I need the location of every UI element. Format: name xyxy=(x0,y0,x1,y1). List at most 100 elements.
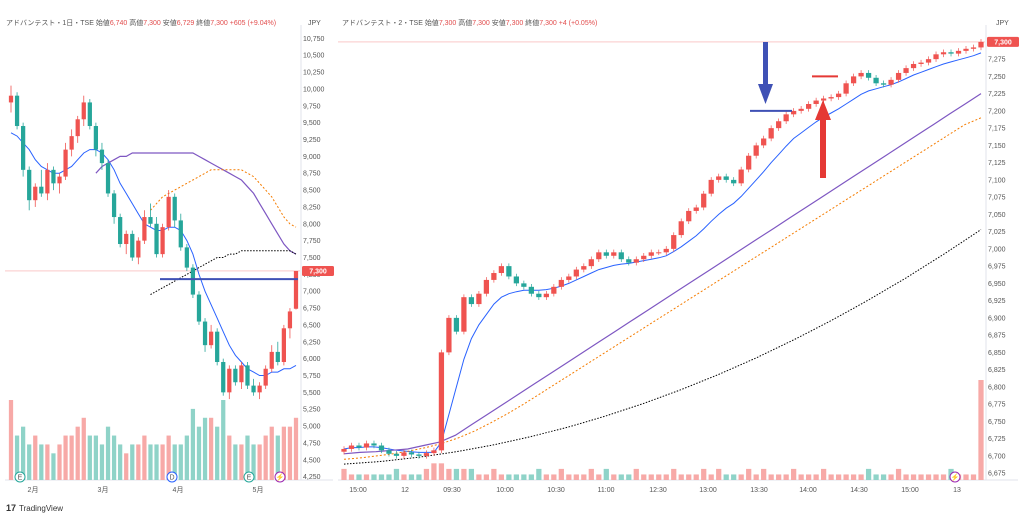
left-open-value: 6,740 xyxy=(109,20,128,27)
left-ma-black-line xyxy=(150,250,297,296)
right-volume-bar xyxy=(895,468,902,480)
left-candle-body xyxy=(21,126,26,170)
right-y-tick-label: 6,975 xyxy=(988,264,1006,271)
left-volume-bar xyxy=(202,417,208,480)
right-y-tick-label: 7,000 xyxy=(988,246,1006,253)
right-volume-bar xyxy=(386,474,392,480)
right-candle-body xyxy=(828,97,834,99)
right-low-value: 7,300 xyxy=(505,20,524,27)
right-candle-body xyxy=(378,445,385,451)
left-close-value: 7,300 xyxy=(210,20,228,27)
down-arrow-head xyxy=(758,84,773,104)
left-volume-bar xyxy=(148,444,153,480)
right-candle-body xyxy=(386,450,392,454)
left-x-tick-label: 2月 xyxy=(28,486,39,494)
left-y-tick-label: 8,250 xyxy=(303,204,321,211)
right-volume-bar xyxy=(701,468,707,480)
left-volume-bar xyxy=(142,435,147,480)
left-event-marker-circle xyxy=(243,471,255,483)
right-candle-body xyxy=(476,293,482,305)
left-volume-bar xyxy=(275,435,280,480)
left-change: +605 (+9.04%) xyxy=(229,20,277,27)
left-candle-body xyxy=(221,362,226,393)
right-volume-bar xyxy=(408,474,415,480)
left-event-marker-circle xyxy=(166,471,178,483)
left-x-tick-label: 5月 xyxy=(253,486,264,494)
right-volume-bar xyxy=(970,474,977,480)
left-volume-bar xyxy=(245,435,250,480)
left-candle-body xyxy=(281,328,286,363)
right-candle-body xyxy=(806,103,812,109)
left-candle-body xyxy=(105,163,111,194)
left-y-tick-label: 9,500 xyxy=(303,120,321,127)
left-volume-bar xyxy=(263,435,268,480)
right-candle-body xyxy=(821,98,827,101)
left-candle-body xyxy=(81,102,86,120)
left-volume-bar xyxy=(136,444,141,480)
left-y-tick-label: 4,250 xyxy=(303,474,321,481)
right-candle-body xyxy=(438,352,445,451)
right-volume-bar xyxy=(453,468,460,480)
left-volume-bar xyxy=(221,400,226,480)
right-volume-bar xyxy=(566,474,572,480)
right-event-marker: ⚡ xyxy=(949,471,961,483)
right-volume-bar xyxy=(513,474,519,480)
left-candle-body xyxy=(27,169,32,201)
left-y-tick-label: 7,750 xyxy=(303,238,321,245)
right-volume-bar xyxy=(686,474,692,480)
footer-brand: TradingView xyxy=(19,503,64,513)
right-volume-bar xyxy=(506,474,512,480)
right-candle-body xyxy=(461,297,467,332)
left-y-tick-label: 5,750 xyxy=(303,373,321,380)
right-close-label: 終値 xyxy=(525,20,540,27)
right-volume-bar xyxy=(798,474,804,480)
left-candle-body xyxy=(99,149,105,164)
right-volume-bar xyxy=(978,380,984,480)
left-close-label: 終値 xyxy=(196,20,211,27)
left-candle-body xyxy=(275,351,280,363)
right-candle-body xyxy=(401,452,407,456)
right-volume-bar xyxy=(573,474,579,480)
right-y-tick-label: 7,050 xyxy=(988,212,1006,219)
left-y-tick-label: 10,250 xyxy=(303,70,325,77)
left-volume-bar xyxy=(39,444,44,480)
right-volume-bar xyxy=(753,474,759,480)
right-volume-bar xyxy=(865,468,872,480)
footer: 17 TradingView xyxy=(6,503,63,513)
right-volume-bar xyxy=(708,474,714,480)
left-y-tick-label: 5,250 xyxy=(303,407,321,414)
left-candle-body xyxy=(215,331,220,363)
right-candle-body xyxy=(738,169,744,184)
right-ma-black-line xyxy=(343,229,982,465)
right-y-tick-label: 7,100 xyxy=(988,177,1006,184)
right-x-tick-label: 10:30 xyxy=(547,487,565,494)
right-volume-bar xyxy=(558,468,564,480)
left-volume-bar xyxy=(27,444,32,480)
left-currency: JPY xyxy=(308,20,321,27)
right-candle-body xyxy=(880,83,887,85)
right-volume-bar xyxy=(588,468,594,480)
left-volume-bar xyxy=(172,444,177,480)
right-y-tick-label: 6,675 xyxy=(988,471,1006,478)
left-y-tick-label: 6,250 xyxy=(303,339,321,346)
right-volume-bar xyxy=(678,474,684,480)
left-volume-bar xyxy=(14,435,20,480)
right-volume-bar xyxy=(768,474,774,480)
right-candle-body xyxy=(731,179,737,184)
right-candle-body xyxy=(776,121,782,129)
right-volume-bar xyxy=(603,468,609,480)
right-candle-body xyxy=(970,47,977,49)
left-y-tick-label: 10,000 xyxy=(303,86,325,93)
right-volume-bar xyxy=(596,474,602,480)
left-y-tick-label: 5,500 xyxy=(303,390,321,397)
right-candle-body xyxy=(850,76,857,84)
left-y-tick-label: 8,000 xyxy=(303,221,321,228)
left-volume-bar xyxy=(251,444,256,480)
right-volume-bar xyxy=(611,474,617,480)
right-volume-bar xyxy=(806,474,812,480)
right-candle-body xyxy=(416,454,422,456)
right-y-tick-label: 7,025 xyxy=(988,229,1006,236)
right-candle-body xyxy=(371,443,377,446)
right-candle-body xyxy=(746,155,752,170)
